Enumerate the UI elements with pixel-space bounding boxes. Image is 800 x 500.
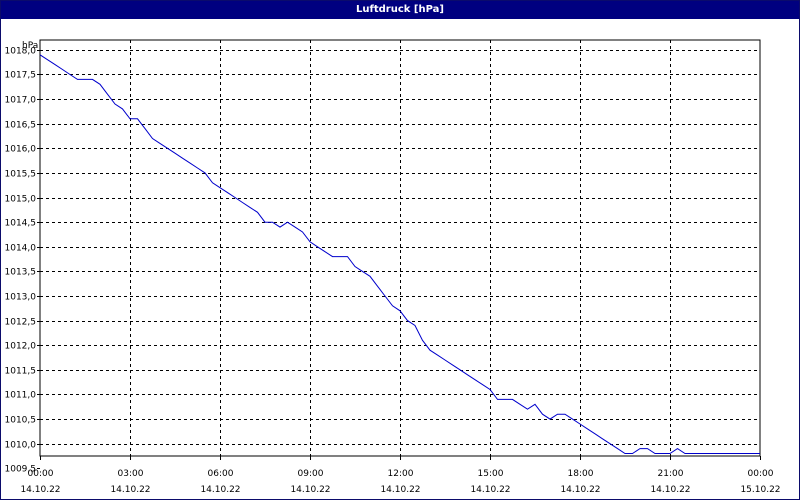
x-tick-date-label: 14.10.22 bbox=[470, 485, 510, 495]
y-tick-label: 1014,0 bbox=[5, 244, 37, 254]
x-tick-time-label: 06:00 bbox=[208, 469, 234, 479]
y-tick-label: 1012,5 bbox=[5, 318, 37, 328]
y-tick-label: 1016,0 bbox=[5, 145, 37, 155]
x-tick-date-label: 14.10.22 bbox=[650, 485, 690, 495]
x-tick-time-label: 00:00 bbox=[28, 469, 54, 479]
y-tick-label: 1018,0 bbox=[5, 47, 37, 57]
y-tick-label: 1010,5 bbox=[5, 416, 37, 426]
x-tick-date-label: 14.10.22 bbox=[560, 485, 600, 495]
y-tick-label: 1016,5 bbox=[5, 121, 37, 131]
x-tick-time-label: 03:00 bbox=[118, 469, 144, 479]
y-axis-unit-label: hPa bbox=[22, 41, 38, 51]
x-tick-time-label: 18:00 bbox=[568, 469, 594, 479]
y-tick-label: 1013,0 bbox=[5, 293, 37, 303]
y-tick-label: 1011,0 bbox=[5, 391, 37, 401]
x-tick-date-label: 14.10.22 bbox=[380, 485, 420, 495]
y-tick-label: 1009,5 bbox=[5, 465, 37, 475]
y-tick-label: 1010,0 bbox=[5, 441, 37, 451]
x-tick-time-label: 12:00 bbox=[388, 469, 414, 479]
y-tick-label: 1014,5 bbox=[5, 219, 37, 229]
x-tick-date-label: 15.10.22 bbox=[740, 485, 780, 495]
y-tick-label: 1015,5 bbox=[5, 170, 37, 180]
y-tick-label: 1017,5 bbox=[5, 71, 37, 81]
y-tick-label: 1017,0 bbox=[5, 96, 37, 106]
y-tick-label: 1012,0 bbox=[5, 342, 37, 352]
y-tick-label: 1013,5 bbox=[5, 268, 37, 278]
x-tick-date-label: 14.10.22 bbox=[290, 485, 330, 495]
grid bbox=[40, 40, 760, 456]
y-tick-label: 1011,5 bbox=[5, 367, 37, 377]
pressure-series-line bbox=[39, 54, 760, 454]
x-axis-ticks: 00:00 14.10.22 03:00 14.10.22 06:00 14.10.22 0… bbox=[20, 456, 781, 495]
x-tick-time-label: 00:00 bbox=[748, 469, 774, 479]
x-tick-time-label: 21:00 bbox=[658, 469, 684, 479]
chart-title: Luftdruck [hPa] bbox=[1, 1, 799, 19]
y-tick-label: 1015,0 bbox=[5, 195, 37, 205]
x-tick-date-label: 14.10.22 bbox=[200, 485, 240, 495]
x-tick-time-label: 15:00 bbox=[478, 469, 504, 479]
x-tick-date-label: 14.10.22 bbox=[20, 485, 60, 495]
y-axis-ticks: 1009,5 1010,0 1010,5 1011,0 1011,5 1012,0 1012… bbox=[5, 47, 40, 475]
x-tick-time-label: 09:00 bbox=[298, 469, 324, 479]
x-tick-date-label: 14.10.22 bbox=[110, 485, 150, 495]
